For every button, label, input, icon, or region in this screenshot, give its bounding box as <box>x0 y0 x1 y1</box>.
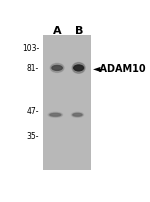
Text: B: B <box>75 26 83 36</box>
Text: 47-: 47- <box>27 107 39 116</box>
Ellipse shape <box>50 114 61 117</box>
Ellipse shape <box>71 113 84 118</box>
Text: 81-: 81- <box>27 64 39 73</box>
Ellipse shape <box>73 114 82 117</box>
Ellipse shape <box>72 63 85 74</box>
Ellipse shape <box>74 66 84 72</box>
Ellipse shape <box>48 113 63 118</box>
Ellipse shape <box>50 64 64 73</box>
Text: ◄ADAM10: ◄ADAM10 <box>93 64 146 74</box>
Bar <box>43 36 91 170</box>
Ellipse shape <box>52 66 62 71</box>
Text: 35-: 35- <box>27 131 39 140</box>
Text: A: A <box>53 26 62 36</box>
Text: 103-: 103- <box>22 44 39 53</box>
